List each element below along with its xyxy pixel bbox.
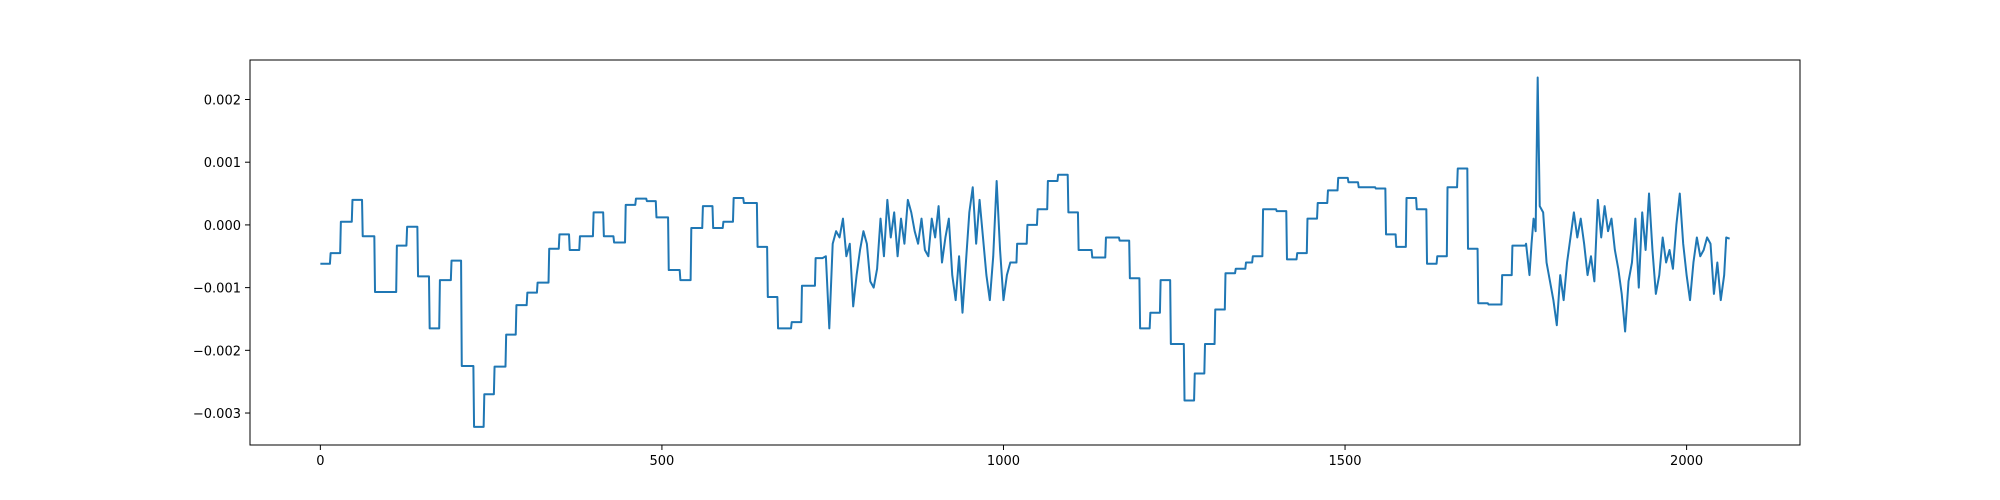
- x-tick-label: 1500: [1328, 454, 1361, 469]
- y-tick-label: −0.001: [193, 282, 241, 297]
- x-tick-label: 500: [650, 454, 675, 469]
- x-tick-label: 0: [316, 454, 324, 469]
- x-tick-label: 1000: [987, 454, 1020, 469]
- y-tick-label: −0.002: [193, 344, 241, 359]
- x-tick-label: 2000: [1670, 454, 1703, 469]
- y-tick-label: 0.001: [204, 156, 241, 171]
- axes-frame: [249, 59, 1801, 446]
- y-tick-label: −0.003: [193, 407, 241, 422]
- data-line: [320, 76, 1730, 428]
- y-tick-label: 0.000: [204, 219, 241, 234]
- y-tick-label: 0.002: [204, 94, 241, 109]
